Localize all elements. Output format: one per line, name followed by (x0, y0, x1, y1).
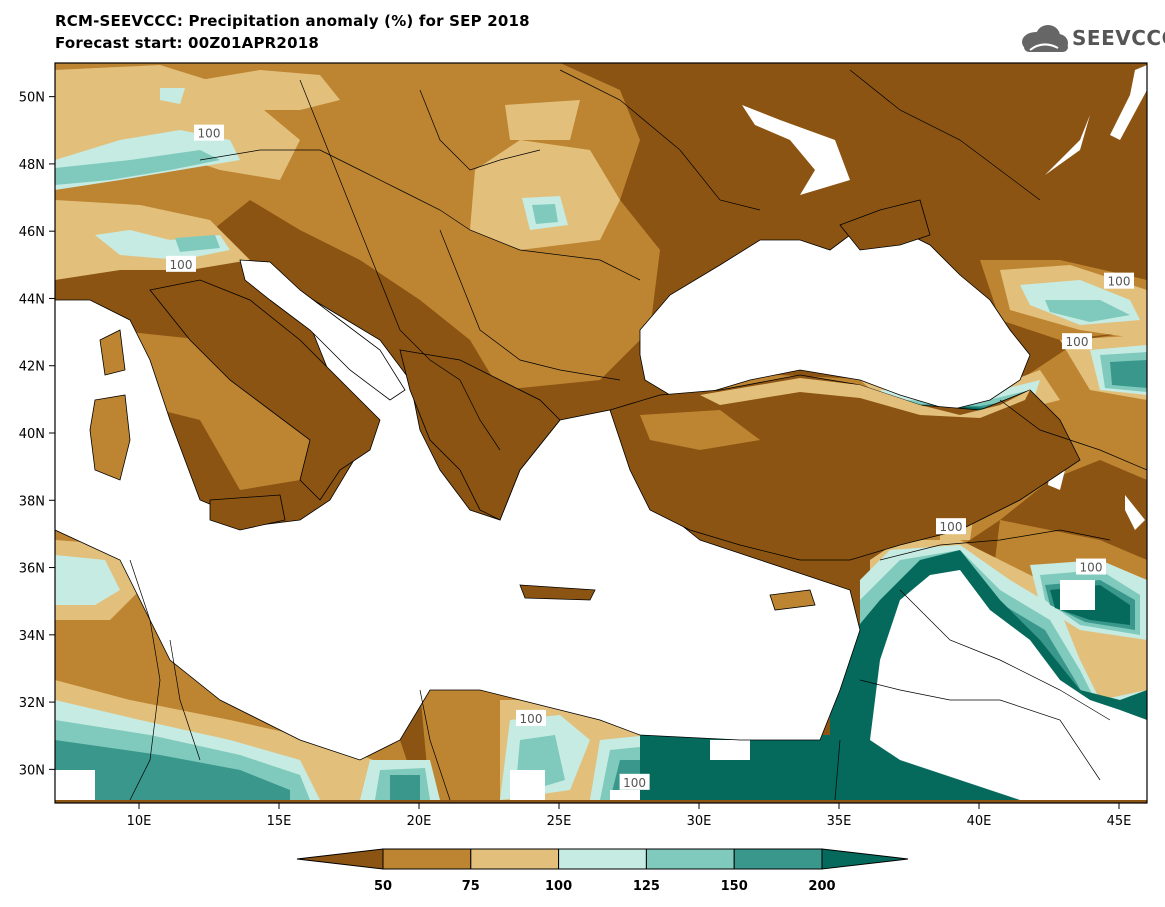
contour-label: 100 (1080, 561, 1103, 575)
lon-tick-label: 25E (547, 814, 572, 829)
colorbar: 50 75 100 125 150 200 (296, 848, 909, 894)
country-borders (129, 69, 1147, 801)
lat-tick-label: 40N (19, 427, 45, 442)
colorbar-bin (470, 848, 560, 870)
lat-tick-label: 34N (19, 629, 45, 644)
contour-label: 100 (1108, 275, 1131, 289)
lon-tick-label: 45E (1107, 814, 1132, 829)
contour-label: 100 (198, 127, 221, 141)
colorbar-tick-label: 75 (462, 879, 480, 894)
seevccc-logo: SEEVCCC (1018, 20, 1165, 60)
colorbar-bin (733, 848, 823, 870)
colorbar-tick-label: 200 (808, 879, 835, 894)
lat-tick-label: 44N (19, 292, 45, 307)
logo-text: SEEVCCC (1072, 26, 1165, 50)
colorbar-tick-label: 50 (374, 879, 392, 894)
contour-label-bg (1104, 272, 1134, 289)
lat-tick-label: 30N (19, 763, 45, 778)
longitude-axis: 10E 15E 20E 25E 30E 35E 40E 45E (127, 803, 1132, 829)
lon-tick-label: 40E (967, 814, 992, 829)
contour-label-bg (516, 709, 546, 726)
lon-tick-label: 35E (827, 814, 852, 829)
colorbar-bin (645, 848, 735, 870)
contour-label: 100 (940, 520, 963, 534)
contour-label-bg (194, 124, 224, 141)
lat-tick-label: 32N (19, 696, 45, 711)
contour-label: 100 (1066, 335, 1089, 349)
lat-tick-label: 50N (19, 91, 45, 106)
lat-tick-label: 38N (19, 494, 45, 509)
colorbar-tick-label: 100 (545, 879, 572, 894)
contour-label: 100 (170, 258, 193, 272)
lon-tick-label: 30E (687, 814, 712, 829)
contour-label-bg (1062, 333, 1092, 350)
lon-tick-label: 15E (267, 814, 292, 829)
contour-label-bg (936, 518, 966, 535)
colorbar-bin (382, 848, 472, 870)
contour-label-bg (619, 773, 650, 790)
lon-tick-label: 10E (127, 814, 152, 829)
latitude-axis: 50N 48N 46N 44N 42N 40N 38N 36N 34N 32N 30N (19, 91, 55, 778)
anomaly-field (55, 63, 1147, 803)
forecast-start-label: Forecast start: 00Z01APR2018 (55, 34, 319, 52)
colorbar-bin (296, 848, 384, 870)
contour-labels: 100 100 100 100 100 100 100 100 (166, 124, 1134, 790)
map-title: RCM-SEEVCCC: Precipitation anomaly (%) f… (55, 12, 530, 30)
contour-label-bg (1076, 558, 1106, 575)
colorbar-tick-label: 150 (721, 879, 748, 894)
contour-label: 100 (623, 776, 646, 790)
field-nodata (55, 65, 1147, 800)
colorbar-tick-label: 125 (633, 879, 660, 894)
colorbar-bin (821, 848, 909, 870)
lat-tick-label: 46N (19, 225, 45, 240)
cloud-icon (1022, 25, 1068, 52)
lon-tick-label: 20E (407, 814, 432, 829)
contour-label-bg (166, 255, 196, 272)
aegean-coast-band (640, 410, 760, 450)
lat-tick-label: 36N (19, 562, 45, 577)
sea-mask (55, 229, 1031, 761)
colorbar-bin (558, 848, 647, 870)
lat-tick-label: 48N (19, 158, 45, 173)
contour-label: 100 (520, 712, 543, 726)
coast-band (700, 378, 1030, 418)
lat-tick-label: 42N (19, 360, 45, 375)
